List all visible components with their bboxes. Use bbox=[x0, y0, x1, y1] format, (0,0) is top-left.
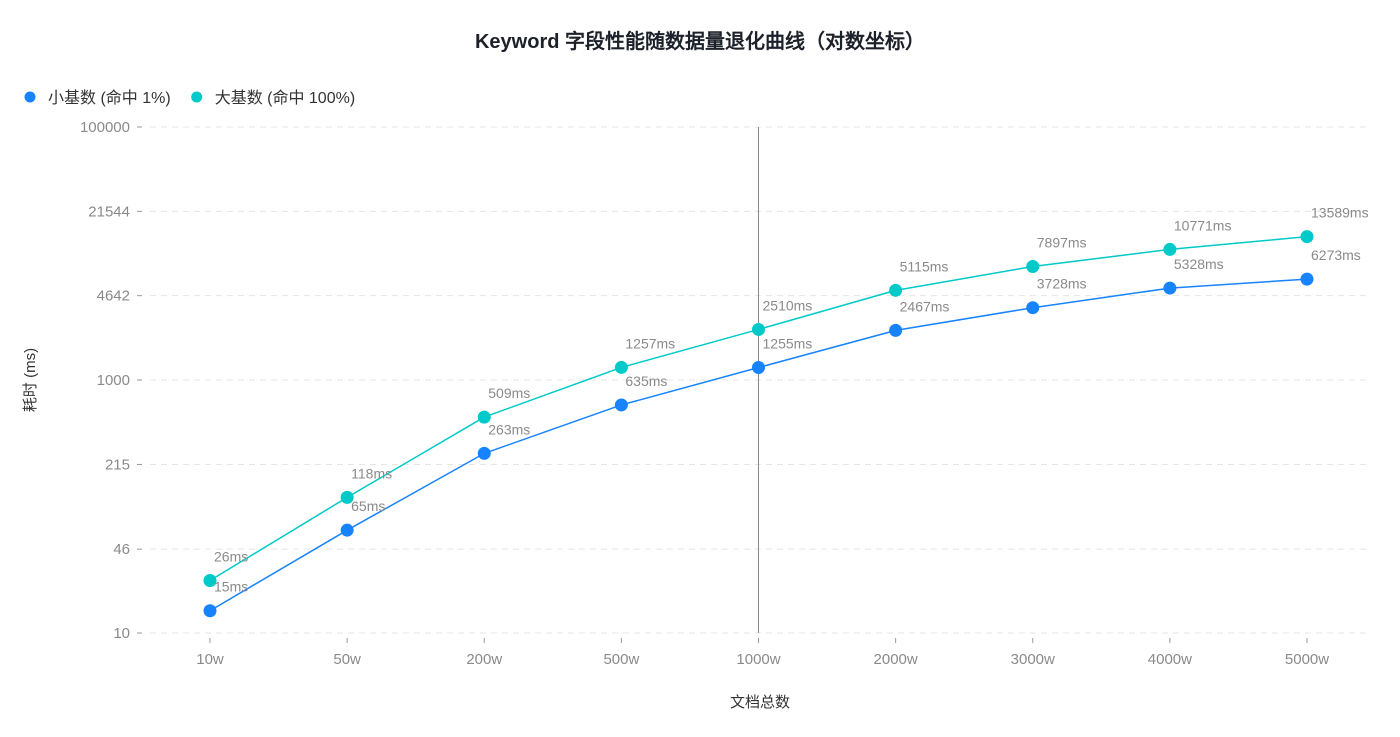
y-axis-title: 耗时 (ms) bbox=[22, 348, 39, 412]
y-tick-label: 1000 bbox=[97, 372, 130, 389]
x-tick-label: 200w bbox=[466, 651, 502, 668]
x-tick-label: 5000w bbox=[1285, 651, 1329, 668]
series-group: 15ms 65ms 263ms 635ms 1255ms 2467ms 3728ms 5328… bbox=[203, 205, 1369, 618]
data-label: 1257ms bbox=[625, 335, 675, 351]
legend: 小基数 (命中 1%) 大基数 (命中 100%) bbox=[24, 89, 355, 107]
data-point[interactable] bbox=[477, 446, 491, 460]
x-tick-label: 50w bbox=[333, 651, 361, 668]
x-axis-title: 文档总数 bbox=[730, 694, 790, 711]
x-tick-label: 10w bbox=[196, 651, 224, 668]
data-point[interactable] bbox=[203, 604, 217, 618]
legend-marker bbox=[24, 91, 36, 103]
chart-title: Keyword 字段性能随数据量退化曲线（对数坐标） bbox=[475, 29, 925, 53]
series-0: 15ms 65ms 263ms 635ms 1255ms 2467ms 3728ms 5328… bbox=[203, 247, 1361, 618]
data-point[interactable] bbox=[1026, 259, 1040, 273]
y-axis: 10 46 215 1000 4642 21544 100000 bbox=[80, 119, 142, 642]
data-point[interactable] bbox=[1026, 301, 1040, 315]
legend-item[interactable]: 小基数 (命中 1%) bbox=[24, 89, 171, 107]
data-label: 2510ms bbox=[763, 297, 813, 313]
data-label: 13589ms bbox=[1311, 205, 1369, 221]
data-point[interactable] bbox=[889, 323, 903, 337]
data-point[interactable] bbox=[203, 574, 217, 588]
data-label: 5328ms bbox=[1174, 256, 1224, 272]
data-label: 26ms bbox=[214, 549, 248, 565]
data-point[interactable] bbox=[889, 283, 903, 297]
data-label: 6273ms bbox=[1311, 247, 1361, 263]
data-point[interactable] bbox=[340, 490, 354, 504]
y-tick-label: 46 bbox=[113, 541, 130, 558]
data-label: 2467ms bbox=[900, 298, 950, 314]
data-point[interactable] bbox=[614, 398, 628, 412]
y-tick-label: 10 bbox=[113, 625, 130, 642]
data-label: 5115ms bbox=[900, 258, 949, 274]
data-label: 65ms bbox=[351, 498, 385, 514]
data-label: 15ms bbox=[214, 579, 248, 595]
x-tick-label: 2000w bbox=[874, 651, 918, 668]
y-tick-label: 21544 bbox=[88, 203, 130, 220]
legend-item[interactable]: 大基数 (命中 100%) bbox=[191, 89, 355, 107]
data-point[interactable] bbox=[1163, 242, 1177, 256]
data-point[interactable] bbox=[340, 523, 354, 537]
data-label: 3728ms bbox=[1037, 276, 1087, 292]
y-tick-label: 4642 bbox=[97, 288, 130, 305]
legend-label: 小基数 (命中 1%) bbox=[48, 89, 171, 107]
y-tick-label: 215 bbox=[105, 456, 130, 473]
data-label: 263ms bbox=[488, 421, 530, 437]
series-1: 26ms 118ms 509ms 1257ms 2510ms 5115ms 7897ms 10… bbox=[203, 205, 1369, 588]
data-point[interactable] bbox=[1300, 230, 1314, 244]
x-tick-label: 500w bbox=[603, 651, 639, 668]
data-point[interactable] bbox=[614, 360, 628, 374]
x-axis: 10w 50w 200w 500w 1000w 2000w 3000w 4000w 5000w bbox=[196, 638, 1329, 668]
data-point[interactable] bbox=[752, 322, 765, 336]
grid bbox=[150, 126, 1370, 634]
legend-label: 大基数 (命中 100%) bbox=[215, 89, 355, 107]
legend-marker bbox=[191, 91, 203, 103]
data-point[interactable] bbox=[1163, 281, 1177, 295]
x-tick-label: 3000w bbox=[1011, 651, 1055, 668]
data-label: 7897ms bbox=[1037, 234, 1087, 250]
data-point[interactable] bbox=[752, 361, 765, 375]
data-label: 509ms bbox=[488, 385, 530, 401]
data-label: 118ms bbox=[351, 465, 392, 481]
data-point[interactable] bbox=[1300, 272, 1314, 286]
data-point[interactable] bbox=[477, 410, 491, 424]
x-tick-label: 4000w bbox=[1148, 651, 1192, 668]
y-tick-label: 100000 bbox=[80, 119, 130, 136]
data-label: 635ms bbox=[625, 373, 667, 389]
data-label: 10771ms bbox=[1174, 217, 1232, 233]
x-tick-label: 1000w bbox=[736, 651, 780, 668]
data-label: 1255ms bbox=[763, 336, 813, 352]
